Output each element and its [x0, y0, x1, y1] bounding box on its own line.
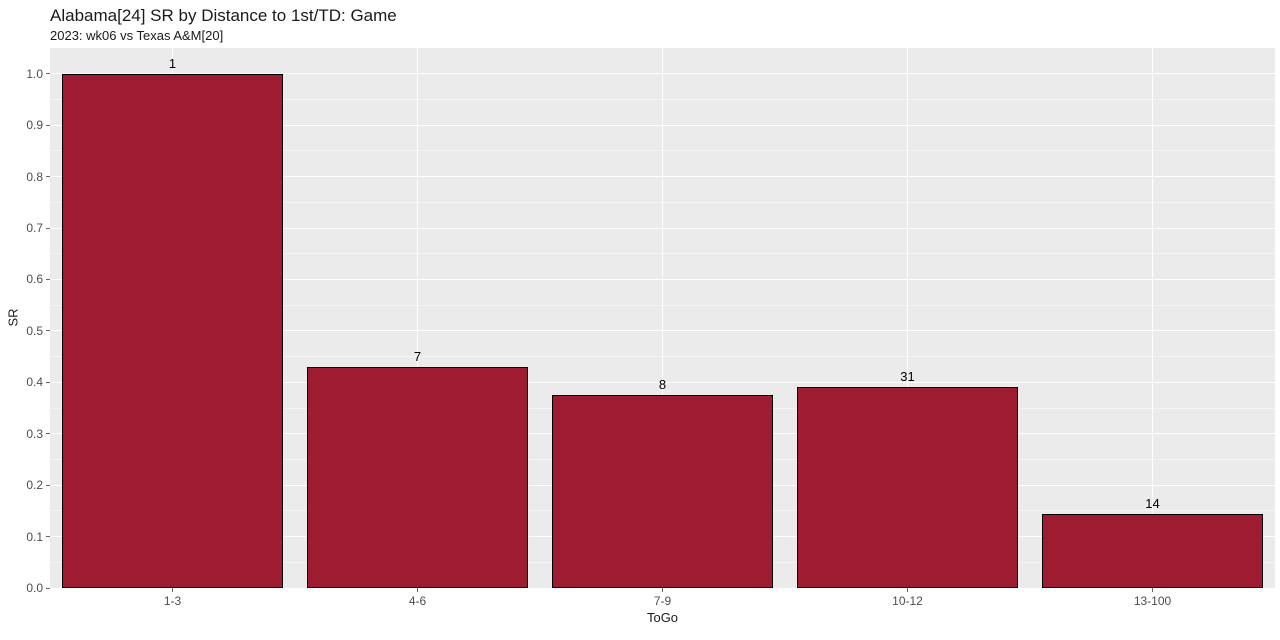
y-tick-mark — [46, 588, 50, 589]
y-tick-mark — [46, 433, 50, 434]
bar-value-label: 8 — [659, 377, 666, 392]
y-tick-label: 0.5 — [8, 324, 43, 338]
y-tick-label: 0.8 — [8, 170, 43, 184]
x-tick-mark — [662, 588, 663, 592]
y-tick-label: 0.7 — [8, 221, 43, 235]
y-tick-mark — [46, 382, 50, 383]
y-tick-mark — [46, 279, 50, 280]
bar — [1042, 514, 1263, 588]
x-tick-mark — [417, 588, 418, 592]
bar — [62, 74, 283, 588]
chart-subtitle: 2023: wk06 vs Texas A&M[20] — [50, 28, 223, 43]
y-tick-mark — [46, 330, 50, 331]
x-tick-label: 13-100 — [1134, 594, 1171, 608]
bar-value-label: 14 — [1145, 496, 1159, 511]
y-tick-mark — [46, 228, 50, 229]
y-tick-label: 0.1 — [8, 530, 43, 544]
y-tick-mark — [46, 536, 50, 537]
bar — [552, 395, 773, 588]
y-tick-mark — [46, 125, 50, 126]
bar-value-label: 7 — [414, 349, 421, 364]
x-tick-label: 7-9 — [654, 594, 671, 608]
y-tick-label: 0.0 — [8, 581, 43, 595]
x-axis-title: ToGo — [647, 610, 678, 625]
x-tick-mark — [1152, 588, 1153, 592]
chart-title: Alabama[24] SR by Distance to 1st/TD: Ga… — [50, 6, 397, 26]
y-tick-label: 0.2 — [8, 478, 43, 492]
bar-value-label: 31 — [900, 369, 914, 384]
bar — [797, 387, 1018, 588]
y-tick-label: 0.3 — [8, 427, 43, 441]
x-tick-label: 1-3 — [164, 594, 181, 608]
y-tick-mark — [46, 485, 50, 486]
y-tick-label: 0.6 — [8, 272, 43, 286]
y-tick-label: 0.9 — [8, 118, 43, 132]
x-tick-mark — [172, 588, 173, 592]
y-tick-mark — [46, 73, 50, 74]
y-tick-mark — [46, 176, 50, 177]
y-tick-label: 0.4 — [8, 375, 43, 389]
bar — [307, 367, 528, 588]
x-tick-label: 4-6 — [409, 594, 426, 608]
x-tick-mark — [907, 588, 908, 592]
y-tick-label: 1.0 — [8, 67, 43, 81]
x-tick-label: 10-12 — [892, 594, 923, 608]
bar-value-label: 1 — [169, 56, 176, 71]
chart-container: Alabama[24] SR by Distance to 1st/TD: Ga… — [0, 0, 1280, 640]
